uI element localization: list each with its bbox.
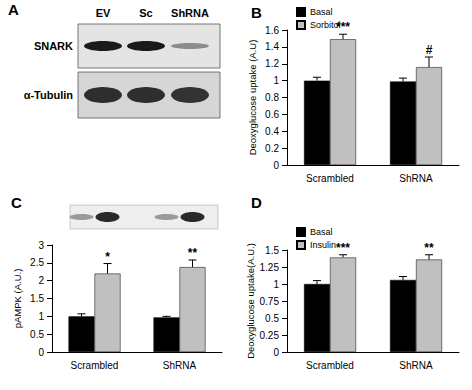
svg-text:Insulin: Insulin — [310, 240, 336, 250]
svg-text:A: A — [8, 1, 19, 18]
svg-text:0: 0 — [38, 347, 44, 358]
svg-text:0.4: 0.4 — [265, 126, 279, 137]
svg-text:Basal: Basal — [310, 227, 333, 237]
svg-text:α-Tubulin: α-Tubulin — [24, 89, 74, 101]
svg-text:1: 1 — [38, 311, 44, 322]
svg-text:**: ** — [424, 241, 434, 255]
svg-text:Scrambled: Scrambled — [71, 360, 119, 371]
svg-text:Basal: Basal — [310, 7, 333, 17]
svg-text:0.2: 0.2 — [265, 143, 279, 154]
svg-text:1.5: 1.5 — [30, 293, 44, 304]
svg-text:0.25: 0.25 — [260, 330, 280, 341]
svg-text:SNARK: SNARK — [34, 40, 73, 52]
svg-text:1.5: 1.5 — [265, 245, 279, 256]
svg-text:ShRNA: ShRNA — [171, 7, 209, 19]
svg-text:2: 2 — [38, 275, 44, 286]
svg-text:D: D — [251, 194, 262, 211]
svg-text:ShRNA: ShRNA — [399, 173, 433, 184]
svg-text:#: # — [426, 43, 433, 57]
svg-text:Deoxyglucose uptake (A.U): Deoxyglucose uptake (A.U) — [247, 40, 258, 156]
svg-text:2.5: 2.5 — [30, 257, 44, 268]
svg-text:Scrambled: Scrambled — [306, 173, 354, 184]
svg-text:0.8: 0.8 — [265, 92, 279, 103]
svg-text:***: *** — [336, 20, 350, 34]
svg-text:pAMPK (A.U.): pAMPK (A.U.) — [12, 269, 23, 329]
svg-text:1.25: 1.25 — [260, 262, 280, 273]
svg-text:*: * — [105, 250, 110, 264]
svg-text:ShRNA: ShRNA — [399, 360, 433, 371]
svg-text:1: 1 — [273, 279, 279, 290]
svg-text:1.6: 1.6 — [265, 25, 279, 36]
svg-text:Deoxyglucose uptake(A.U.): Deoxyglucose uptake(A.U.) — [245, 243, 256, 359]
svg-text:***: *** — [336, 241, 350, 255]
svg-text:0.6: 0.6 — [265, 109, 279, 120]
svg-text:C: C — [11, 194, 22, 211]
svg-text:0.5: 0.5 — [30, 329, 44, 340]
svg-text:ShRNA: ShRNA — [163, 360, 197, 371]
svg-text:Sc: Sc — [139, 7, 152, 19]
svg-text:1.4: 1.4 — [265, 41, 279, 52]
svg-text:**: ** — [188, 246, 198, 260]
svg-text:Sorbitol: Sorbitol — [310, 20, 341, 30]
svg-text:B: B — [251, 4, 262, 21]
svg-text:1: 1 — [273, 75, 279, 86]
svg-text:0.75: 0.75 — [260, 296, 280, 307]
svg-text:3: 3 — [38, 240, 44, 251]
svg-text:1.2: 1.2 — [265, 58, 279, 69]
svg-text:0.5: 0.5 — [265, 313, 279, 324]
svg-text:EV: EV — [96, 7, 111, 19]
svg-text:0: 0 — [273, 160, 279, 171]
svg-text:0: 0 — [273, 347, 279, 358]
svg-text:Scrambled: Scrambled — [306, 360, 354, 371]
